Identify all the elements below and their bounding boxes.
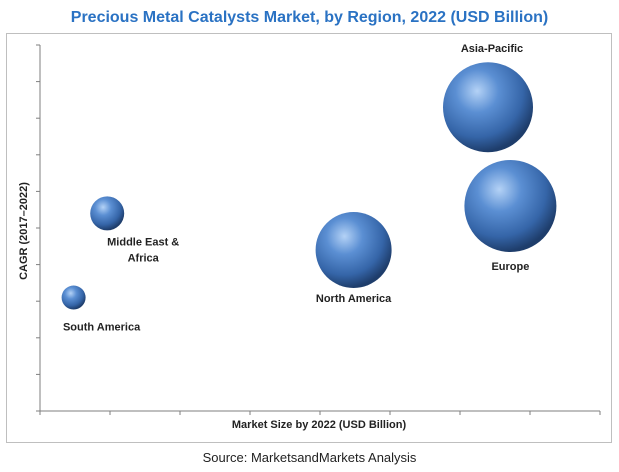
bubble-middle-east (90, 196, 125, 231)
bubble-europe (464, 160, 557, 253)
bubble-label: Europe (491, 261, 529, 273)
bubble-label: North America (316, 293, 392, 305)
bubble-label: Middle East & (107, 236, 179, 248)
axes (36, 44, 601, 415)
chart-title: Precious Metal Catalysts Market, by Regi… (70, 9, 549, 26)
bubble-label-line2: Africa (128, 252, 160, 264)
bubble-north-america (315, 211, 392, 288)
bubble-asia-pacific (443, 62, 533, 153)
bubble-south-america (61, 285, 86, 310)
bubbles: Asia-Pacific Europe North America Middle Ea… (61, 43, 557, 334)
source-note: Source: MarketsandMarkets Analysis (202, 450, 417, 465)
y-axis-label: CAGR (2017–2022) (18, 182, 30, 280)
x-axis-label: Market Size by 2022 (USD Billion) (232, 419, 407, 431)
bubble-label: Asia-Pacific (461, 43, 523, 55)
chart-frame (6, 33, 612, 443)
bubble-label: South America (63, 322, 141, 334)
